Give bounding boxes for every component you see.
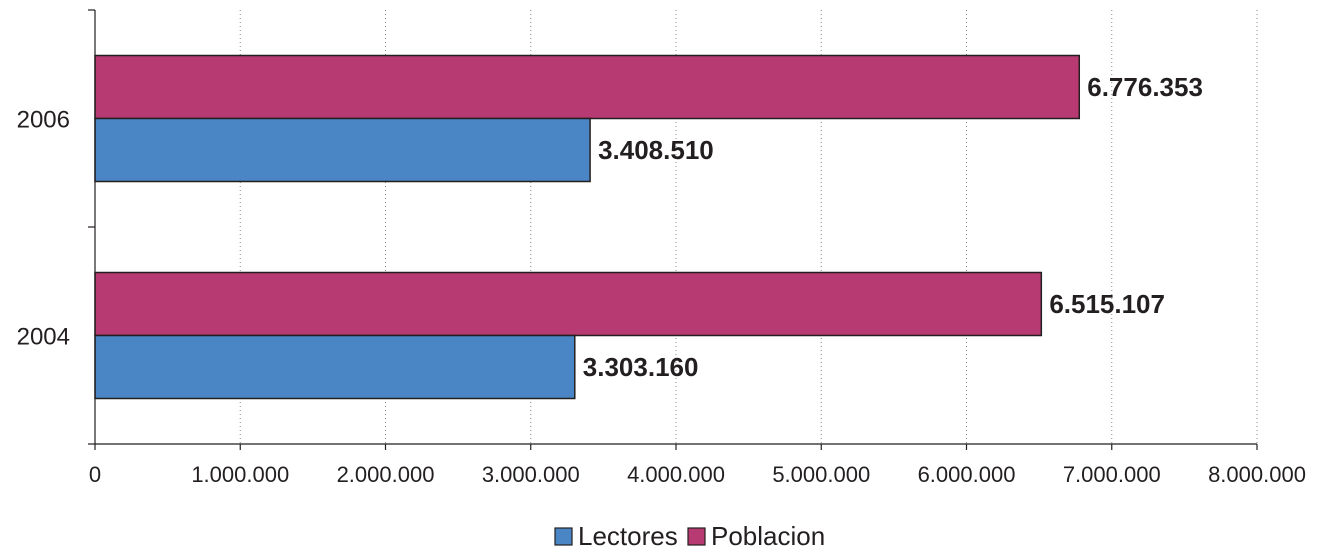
category-labels: 2004 2006 [17, 107, 70, 351]
legend-swatch-poblacion [687, 527, 706, 546]
data-label: 6.515.107 [1049, 289, 1165, 319]
x-tick-label: 0 [89, 462, 101, 487]
data-label: 6.776.353 [1087, 72, 1203, 102]
category-label: 2004 [17, 324, 70, 351]
x-axis-ticks: 0 1.000.000 2.000.000 3.000.000 4.000.000 5.0… [89, 444, 1306, 487]
x-tick-label: 5.000.000 [772, 462, 870, 487]
x-tick-label: 6.000.000 [918, 462, 1016, 487]
x-tick-label: 3.000.000 [482, 462, 580, 487]
legend: Lectores Poblacion [554, 521, 825, 551]
legend-label-poblacion: Poblacion [711, 521, 825, 551]
data-label: 3.408.510 [598, 135, 714, 165]
legend-swatch-lectores [554, 527, 573, 546]
data-labels: 6.515.107 3.303.160 6.776.353 3.408.510 [583, 72, 1203, 382]
x-tick-label: 8.000.000 [1208, 462, 1306, 487]
x-tick-label: 4.000.000 [627, 462, 725, 487]
data-label: 3.303.160 [583, 352, 699, 382]
bars [94, 54, 1081, 400]
bar-lectores [94, 117, 591, 183]
x-tick-label: 2.000.000 [337, 462, 435, 487]
bar-poblacion [94, 271, 1043, 337]
bar-poblacion [94, 54, 1081, 120]
category-label: 2006 [17, 107, 70, 134]
x-tick-label: 1.000.000 [191, 462, 289, 487]
x-tick-label: 7.000.000 [1063, 462, 1161, 487]
bar-lectores [94, 334, 576, 400]
legend-label-lectores: Lectores [578, 521, 678, 551]
